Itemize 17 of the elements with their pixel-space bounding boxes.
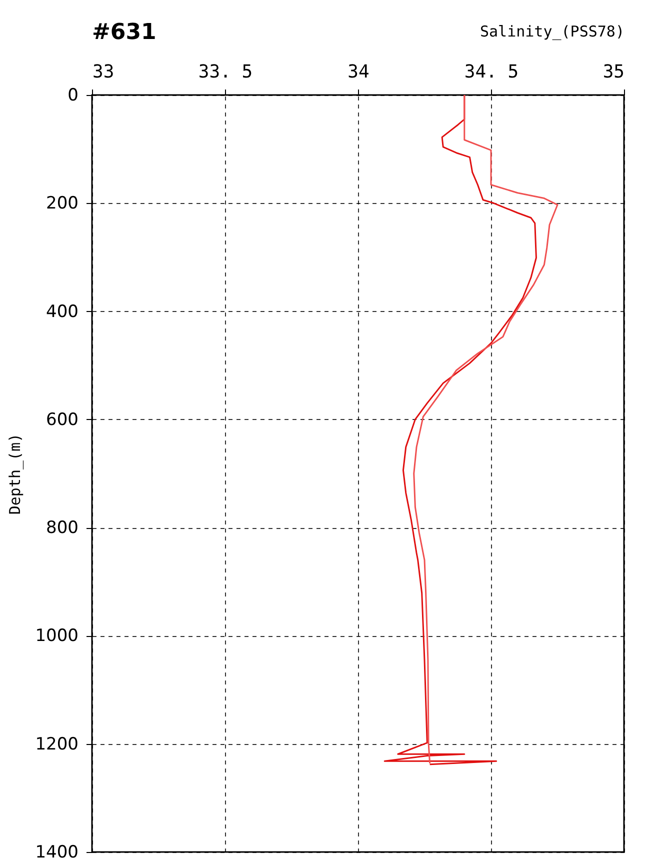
x-tick-label: 34. 5 bbox=[464, 62, 519, 82]
chart-title: #631 bbox=[92, 20, 156, 45]
line-series bbox=[413, 95, 558, 764]
x-axis-title: Salinity_(PSS78) bbox=[480, 22, 624, 40]
y-tick-label: 600 bbox=[46, 410, 78, 430]
y-tick-label: 800 bbox=[46, 518, 78, 538]
x-tick-label: 34 bbox=[348, 62, 370, 82]
x-tick-label: 33 bbox=[92, 62, 114, 82]
y-tick-label: 1200 bbox=[35, 734, 78, 754]
y-axis-title: Depth_(m) bbox=[6, 433, 24, 515]
y-tick-label: 200 bbox=[46, 194, 78, 214]
y-tick-label: 0 bbox=[68, 86, 78, 106]
x-tick-label: 35 bbox=[602, 62, 624, 82]
y-tick-label: 1000 bbox=[35, 626, 78, 646]
y-tick-label: 1400 bbox=[35, 842, 78, 862]
x-tick-label: 33. 5 bbox=[198, 62, 253, 82]
y-tick-label: 400 bbox=[46, 302, 78, 322]
